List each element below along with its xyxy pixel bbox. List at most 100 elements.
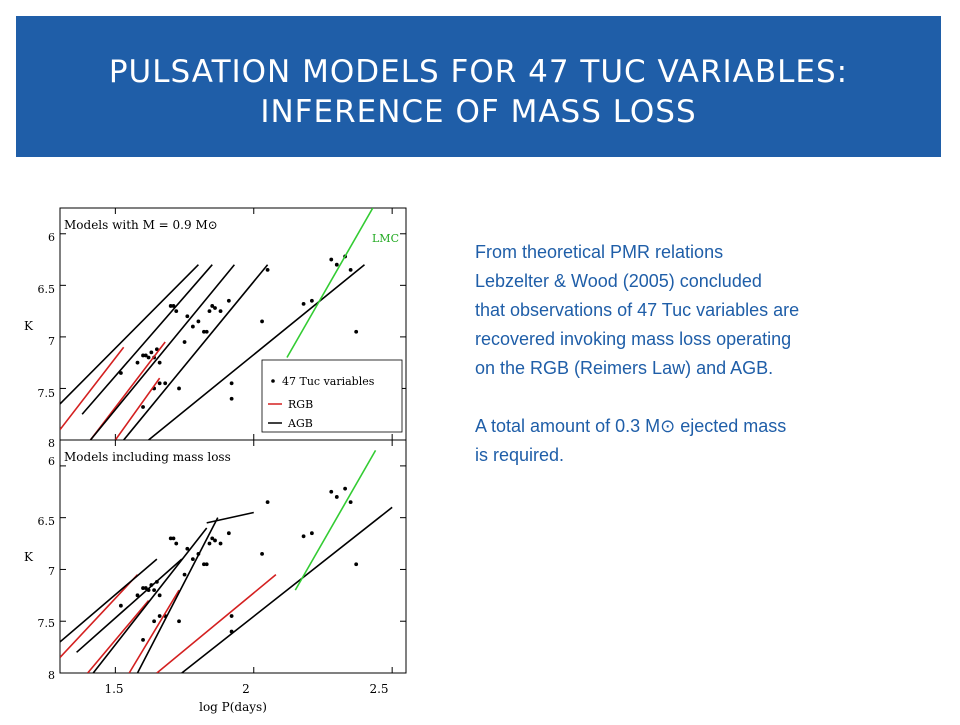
variable-star-point bbox=[218, 541, 223, 546]
variable-star-point bbox=[229, 381, 234, 386]
bottom-y-tick-7: 7 bbox=[48, 565, 55, 578]
variable-star-point bbox=[177, 386, 181, 391]
legend-frame bbox=[261, 359, 403, 433]
variable-star-point bbox=[202, 562, 206, 567]
variable-star-point bbox=[157, 381, 162, 386]
top-y-axis-label: K bbox=[24, 319, 34, 333]
variable-star-point bbox=[141, 405, 145, 409]
bottom-y-axis-label: K bbox=[24, 550, 34, 564]
bottom-y-tick-8: 8 bbox=[48, 669, 55, 682]
variable-star-point bbox=[154, 347, 159, 352]
plot-layer bbox=[60, 208, 374, 440]
paragraph-line: A total amount of 0.3 M⊙ ejected mass bbox=[475, 416, 787, 436]
variable-star-point bbox=[190, 324, 195, 329]
variable-star-point bbox=[226, 531, 231, 536]
agb-model-line bbox=[136, 517, 219, 673]
lmc-model-line bbox=[294, 449, 377, 591]
bottom-y-tick-7-5: 7.5 bbox=[38, 617, 56, 630]
rgb-model-line bbox=[60, 346, 125, 431]
variable-star-point bbox=[152, 588, 157, 593]
agb-model-line bbox=[60, 264, 199, 405]
variable-star-point bbox=[260, 552, 264, 556]
agb-model-line bbox=[89, 264, 236, 440]
bottom-panel-label: Models including mass loss bbox=[64, 450, 231, 464]
top-y-tick-6: 6 bbox=[48, 231, 55, 244]
pulsation-figure: Models with M = 0.9 M⊙ LMC Models includ… bbox=[0, 195, 420, 720]
paragraph-gap bbox=[475, 383, 915, 412]
paragraph-line: is required. bbox=[475, 445, 565, 465]
bottom-y-tick-6: 6 bbox=[48, 455, 55, 468]
variable-star-point bbox=[141, 586, 145, 590]
rgb-model-line bbox=[87, 599, 150, 673]
variable-star-point bbox=[118, 371, 123, 375]
legend-item-agb: AGB bbox=[287, 417, 313, 430]
agb-model-line bbox=[206, 511, 254, 524]
plot-layer bbox=[60, 449, 393, 673]
variable-star-point bbox=[182, 340, 187, 344]
variable-star-point bbox=[143, 586, 148, 590]
paragraph-line: on the RGB (Reimers Law) and AGB. bbox=[475, 358, 774, 378]
variable-star-point bbox=[174, 309, 179, 314]
legend-item-variables: 47 Tuc variables bbox=[282, 375, 375, 388]
variable-star-point bbox=[152, 619, 157, 624]
lmc-model-line bbox=[286, 208, 374, 358]
agb-model-line bbox=[92, 527, 208, 673]
x-tick-label-2: 2 bbox=[242, 682, 250, 696]
x-tick-label-1: 1.5 bbox=[104, 682, 123, 696]
variable-star-point bbox=[343, 486, 348, 491]
agb-model-line bbox=[60, 558, 158, 643]
variable-star-point bbox=[354, 562, 359, 567]
rgb-model-line bbox=[114, 377, 161, 440]
variable-star-point bbox=[260, 319, 264, 324]
variable-star-point bbox=[204, 562, 209, 567]
variable-star-point bbox=[196, 319, 201, 324]
variable-star-point bbox=[202, 329, 206, 334]
variable-star-point bbox=[168, 536, 173, 541]
slide-title: PULSATION MODELS FOR 47 TUC VARIABLES: I… bbox=[16, 52, 941, 132]
variable-star-point bbox=[149, 350, 154, 355]
variable-star-point bbox=[334, 262, 339, 267]
bottom-panel bbox=[59, 439, 407, 674]
slide-title-line1: PULSATION MODELS FOR 47 TUC VARIABLES: bbox=[108, 54, 849, 90]
variable-star-point bbox=[177, 619, 181, 624]
agb-model-line bbox=[181, 506, 393, 673]
variable-star-point bbox=[171, 536, 176, 541]
variable-star-point bbox=[157, 614, 162, 618]
top-y-tick-7-5: 7.5 bbox=[38, 387, 56, 400]
rgb-model-line bbox=[128, 589, 180, 673]
paragraph-line: that observations of 47 Tuc variables ar… bbox=[475, 300, 800, 320]
variable-star-point bbox=[265, 500, 270, 505]
legend-box: 47 Tuc variables RGB AGB bbox=[261, 359, 403, 433]
top-y-tick-7: 7 bbox=[48, 335, 55, 348]
variable-star-point bbox=[348, 500, 353, 505]
variable-star-point bbox=[354, 329, 359, 334]
variable-star-point bbox=[207, 309, 212, 314]
paragraph-line: From theoretical PMR relations bbox=[475, 242, 724, 262]
variable-star-point bbox=[210, 304, 215, 308]
variable-star-point bbox=[135, 593, 140, 598]
variable-star-point bbox=[174, 541, 179, 546]
agb-model-line bbox=[76, 558, 183, 653]
variable-star-point bbox=[213, 306, 217, 310]
variable-star-point bbox=[265, 267, 270, 272]
variable-star-point bbox=[163, 381, 168, 386]
variable-star-point bbox=[135, 360, 140, 365]
variable-star-point bbox=[157, 360, 162, 365]
variable-star-point bbox=[348, 267, 353, 272]
x-tick-label-3: 2.5 bbox=[369, 682, 388, 696]
legend-item-rgb: RGB bbox=[288, 398, 313, 411]
variable-star-point bbox=[229, 396, 234, 401]
figure-svg: Models with M = 0.9 M⊙ LMC Models includ… bbox=[24, 207, 407, 714]
variable-star-point bbox=[141, 353, 145, 358]
variable-star-point bbox=[301, 534, 306, 539]
bottom-y-tick-6-5: 6.5 bbox=[38, 515, 56, 528]
lmc-label: LMC bbox=[372, 232, 399, 245]
panel-frame bbox=[59, 439, 407, 674]
top-panel-label: Models with M = 0.9 M⊙ bbox=[64, 218, 218, 232]
variable-star-point bbox=[141, 637, 145, 642]
variable-star-point bbox=[334, 495, 339, 499]
variable-star-point bbox=[171, 304, 176, 308]
variable-star-point bbox=[329, 257, 334, 262]
paragraph-line: Lebzelter & Wood (2005) concluded bbox=[475, 271, 762, 291]
top-y-tick-8: 8 bbox=[48, 437, 55, 450]
